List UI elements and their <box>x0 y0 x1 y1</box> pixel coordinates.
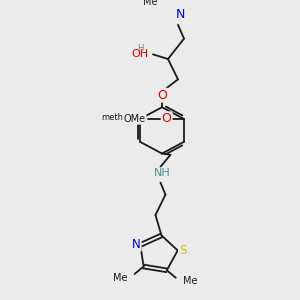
Text: O: O <box>162 112 172 125</box>
Text: NH: NH <box>154 168 171 178</box>
Text: O: O <box>157 89 167 102</box>
Text: N: N <box>175 8 185 21</box>
Text: OH: OH <box>132 50 149 59</box>
Text: OMe: OMe <box>124 114 146 124</box>
Text: H: H <box>137 44 143 53</box>
Text: Me: Me <box>113 273 127 283</box>
Text: S: S <box>179 244 186 257</box>
Text: methoxy: methoxy <box>101 113 138 122</box>
Text: Me: Me <box>183 276 197 286</box>
Text: Me: Me <box>143 0 158 7</box>
Text: N: N <box>132 238 141 250</box>
